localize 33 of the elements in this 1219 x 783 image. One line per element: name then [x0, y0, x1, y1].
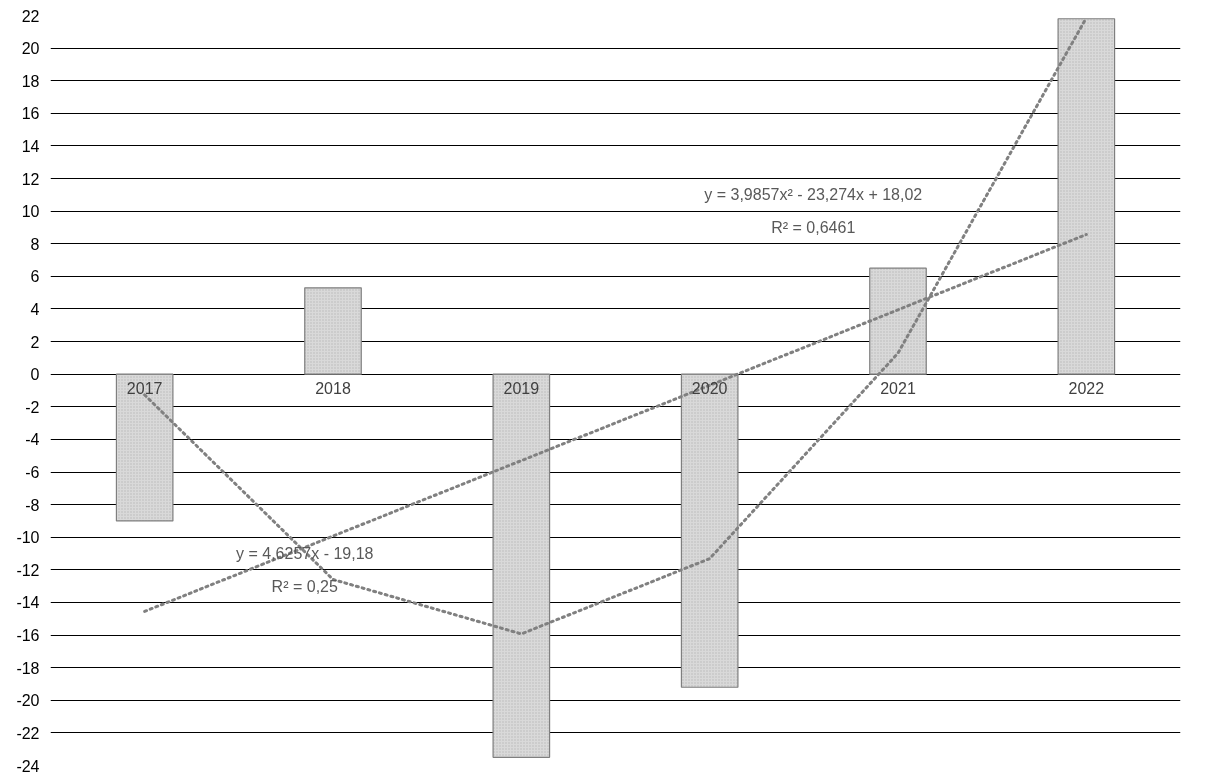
y-tick-label: 20	[21, 40, 40, 58]
y-tick-label: 10	[21, 203, 40, 221]
annotation: y = 3,9857x² - 23,274x + 18,02	[704, 186, 923, 204]
y-tick-label: 22	[21, 7, 40, 25]
y-tick-label: -18	[16, 659, 40, 677]
y-tick-label: 12	[21, 170, 40, 188]
y-tick-label: 6	[30, 268, 40, 286]
y-tick-label: 16	[21, 105, 40, 123]
x-tick-label: 2020	[691, 380, 728, 398]
y-tick-label: -4	[25, 431, 40, 449]
annotation: R² = 0,25	[271, 577, 338, 595]
y-tick-label: -6	[25, 464, 40, 482]
x-tick-label: 2021	[880, 380, 916, 398]
y-tick-label: -14	[16, 594, 40, 612]
y-tick-label: 0	[30, 366, 40, 384]
x-tick-label: 2017	[126, 380, 163, 398]
x-tick-label: 2018	[315, 380, 351, 398]
y-tick-label: 2	[30, 333, 40, 351]
annotation: R² = 0,6461	[771, 218, 856, 236]
x-tick-label: 2022	[1068, 380, 1105, 398]
y-tick-label: 18	[21, 72, 40, 90]
y-tick-label: -8	[25, 496, 40, 514]
y-tick-label: -24	[16, 757, 40, 775]
y-tick-label: -2	[25, 398, 40, 416]
y-tick-label: 8	[30, 235, 40, 253]
x-tick-label: 2019	[503, 380, 540, 398]
y-tick-label: 14	[21, 137, 40, 155]
y-tick-label: -20	[16, 692, 40, 710]
y-tick-label: -22	[16, 724, 40, 742]
y-tick-label: -12	[16, 561, 40, 579]
y-tick-label: 4	[30, 300, 40, 318]
y-tick-label: -10	[16, 529, 40, 547]
y-tick-label: -16	[16, 627, 40, 645]
